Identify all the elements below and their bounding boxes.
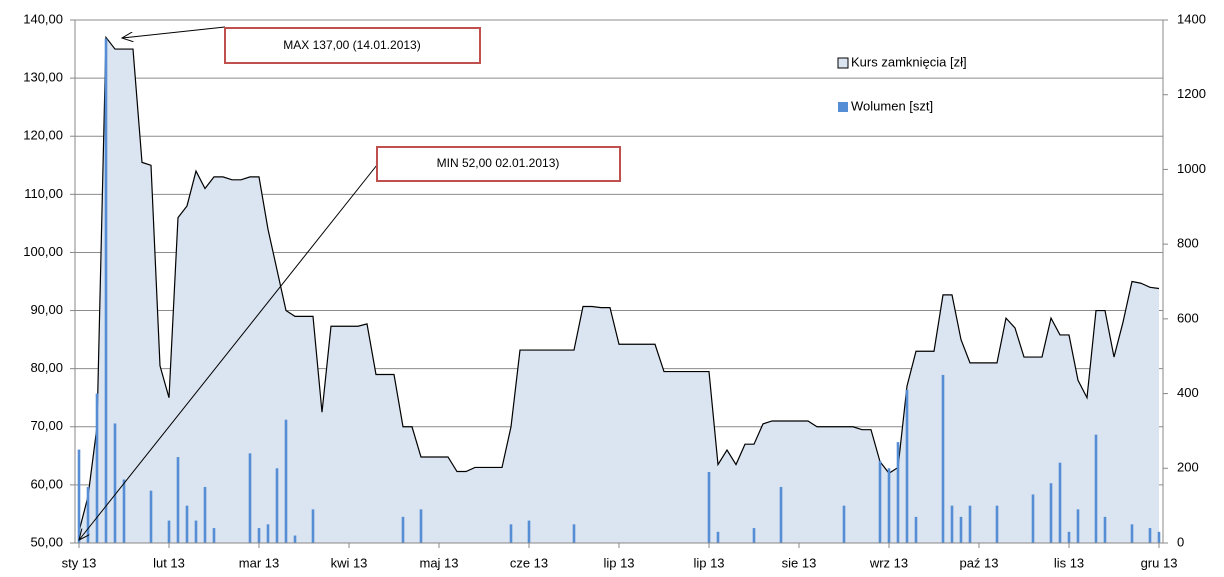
x-tick-label: lip 13	[693, 555, 724, 570]
volume-bar	[293, 535, 297, 543]
y2-tick-label: 0	[1177, 534, 1184, 549]
annotation-text: MIN 52,00 02.01.2013)	[437, 156, 560, 170]
volume-bar	[509, 524, 513, 543]
annotation-min: MIN 52,00 02.01.2013)	[79, 146, 621, 540]
legend-label: Wolumen [szt]	[851, 98, 933, 113]
volume-bar	[1049, 483, 1053, 543]
volume-bar	[995, 505, 999, 543]
volume-bar	[104, 38, 108, 544]
y2-tick-label: 400	[1177, 385, 1199, 400]
volume-bar	[86, 486, 90, 543]
x-tick-label: mar 13	[239, 555, 279, 570]
volume-bar	[527, 520, 531, 543]
volume-bar	[95, 393, 99, 543]
legend-label: Kurs zamknięcia [zł]	[851, 54, 967, 69]
volume-bar	[950, 505, 954, 543]
y-tick-label: 80,00	[30, 360, 63, 375]
volume-bar	[941, 374, 945, 543]
x-tick-label: lut 13	[153, 555, 185, 570]
volume-bar	[77, 449, 81, 543]
volume-bar	[419, 509, 423, 543]
volume-bar	[896, 442, 900, 543]
volume-bar	[275, 468, 279, 543]
volume-bar	[752, 528, 756, 543]
x-tick-label: sie 13	[782, 555, 817, 570]
x-tick-label: kwi 13	[331, 555, 368, 570]
volume-bar	[113, 423, 117, 543]
volume-bar	[149, 490, 153, 543]
x-tick-label: wrz 13	[869, 555, 908, 570]
annotation-box	[224, 27, 481, 64]
y-tick-label: 60,00	[30, 476, 63, 491]
x-tick-label: lip 13	[603, 555, 634, 570]
volume-bar	[887, 468, 891, 543]
y-tick-label: 90,00	[30, 302, 63, 317]
volume-bar	[842, 505, 846, 543]
annotation-max: MAX 137,00 (14.01.2013)	[122, 26, 481, 64]
x-tick-label: cze 13	[510, 555, 548, 570]
y2-tick-label: 800	[1177, 236, 1199, 251]
x-tick-label: gru 13	[1141, 555, 1178, 570]
y-tick-label: 140,00	[23, 11, 63, 26]
price-area	[79, 37, 1159, 543]
volume-bar	[185, 505, 189, 543]
volume-bar	[1076, 509, 1080, 543]
marks	[77, 35, 1161, 544]
volume-bar	[968, 505, 972, 543]
volume-bar	[905, 389, 909, 543]
y-tick-label: 50,00	[30, 534, 63, 549]
volume-bar	[266, 524, 270, 543]
y2-tick-label: 1200	[1177, 86, 1206, 101]
y2-tick-label: 600	[1177, 310, 1199, 325]
arrow	[79, 164, 378, 540]
volume-bar	[572, 524, 576, 543]
legend-swatch	[838, 102, 848, 112]
y-tick-label: 110,00	[24, 186, 63, 201]
y-tick-label: 120,00	[23, 128, 63, 143]
volume-bar	[716, 531, 720, 543]
volume-bar	[203, 486, 207, 543]
volume-bar	[1094, 434, 1098, 543]
y2-tick-label: 1400	[1177, 11, 1206, 26]
volume-bar	[311, 509, 315, 543]
axes	[74, 20, 1164, 544]
x-tick-label: lis 13	[1054, 555, 1084, 570]
volume-bar	[1157, 531, 1161, 543]
volume-bar	[122, 479, 126, 543]
legend: Kurs zamknięcia [zł] Wolumen [szt]	[837, 54, 967, 113]
volume-bar	[707, 472, 711, 543]
volume-bar	[1130, 524, 1134, 543]
annotation-box	[376, 146, 621, 182]
x-tick-label: sty 13	[62, 555, 97, 570]
x-tick-label: paź 13	[959, 555, 998, 570]
y-tick-label: 130,00	[23, 70, 63, 85]
volume-bar	[257, 528, 261, 543]
volume-bar	[1148, 528, 1152, 543]
volume-bar	[167, 520, 171, 543]
volume-bar	[1103, 516, 1107, 543]
volume-bar	[914, 516, 918, 543]
volume-bar	[284, 419, 288, 543]
annotation-text: MAX 137,00 (14.01.2013)	[283, 38, 420, 52]
price-line	[78, 35, 1160, 532]
y2-tick-label: 200	[1177, 460, 1199, 475]
y-tick-label: 100,00	[23, 244, 63, 259]
volume-bar	[1031, 494, 1035, 543]
volume-bar	[194, 520, 198, 543]
volume-bar	[959, 516, 963, 543]
volume-bar	[212, 528, 216, 543]
arrow	[122, 26, 226, 38]
volume-bar	[248, 453, 252, 543]
volume-bar	[401, 516, 405, 543]
y2-tick-label: 1000	[1177, 161, 1206, 176]
volume-bar	[1058, 462, 1062, 543]
volume-bar	[779, 486, 783, 543]
x-tick-label: maj 13	[419, 555, 458, 570]
y-tick-label: 70,00	[30, 418, 63, 433]
legend-swatch	[837, 57, 849, 69]
volume-bar	[1067, 531, 1071, 543]
volume-bar	[176, 457, 180, 543]
volume-bar	[878, 460, 882, 543]
